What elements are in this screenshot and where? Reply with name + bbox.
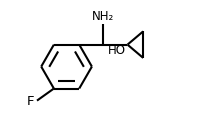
Text: HO: HO	[108, 44, 126, 57]
Text: NH₂: NH₂	[92, 10, 114, 23]
Text: F: F	[27, 95, 35, 108]
